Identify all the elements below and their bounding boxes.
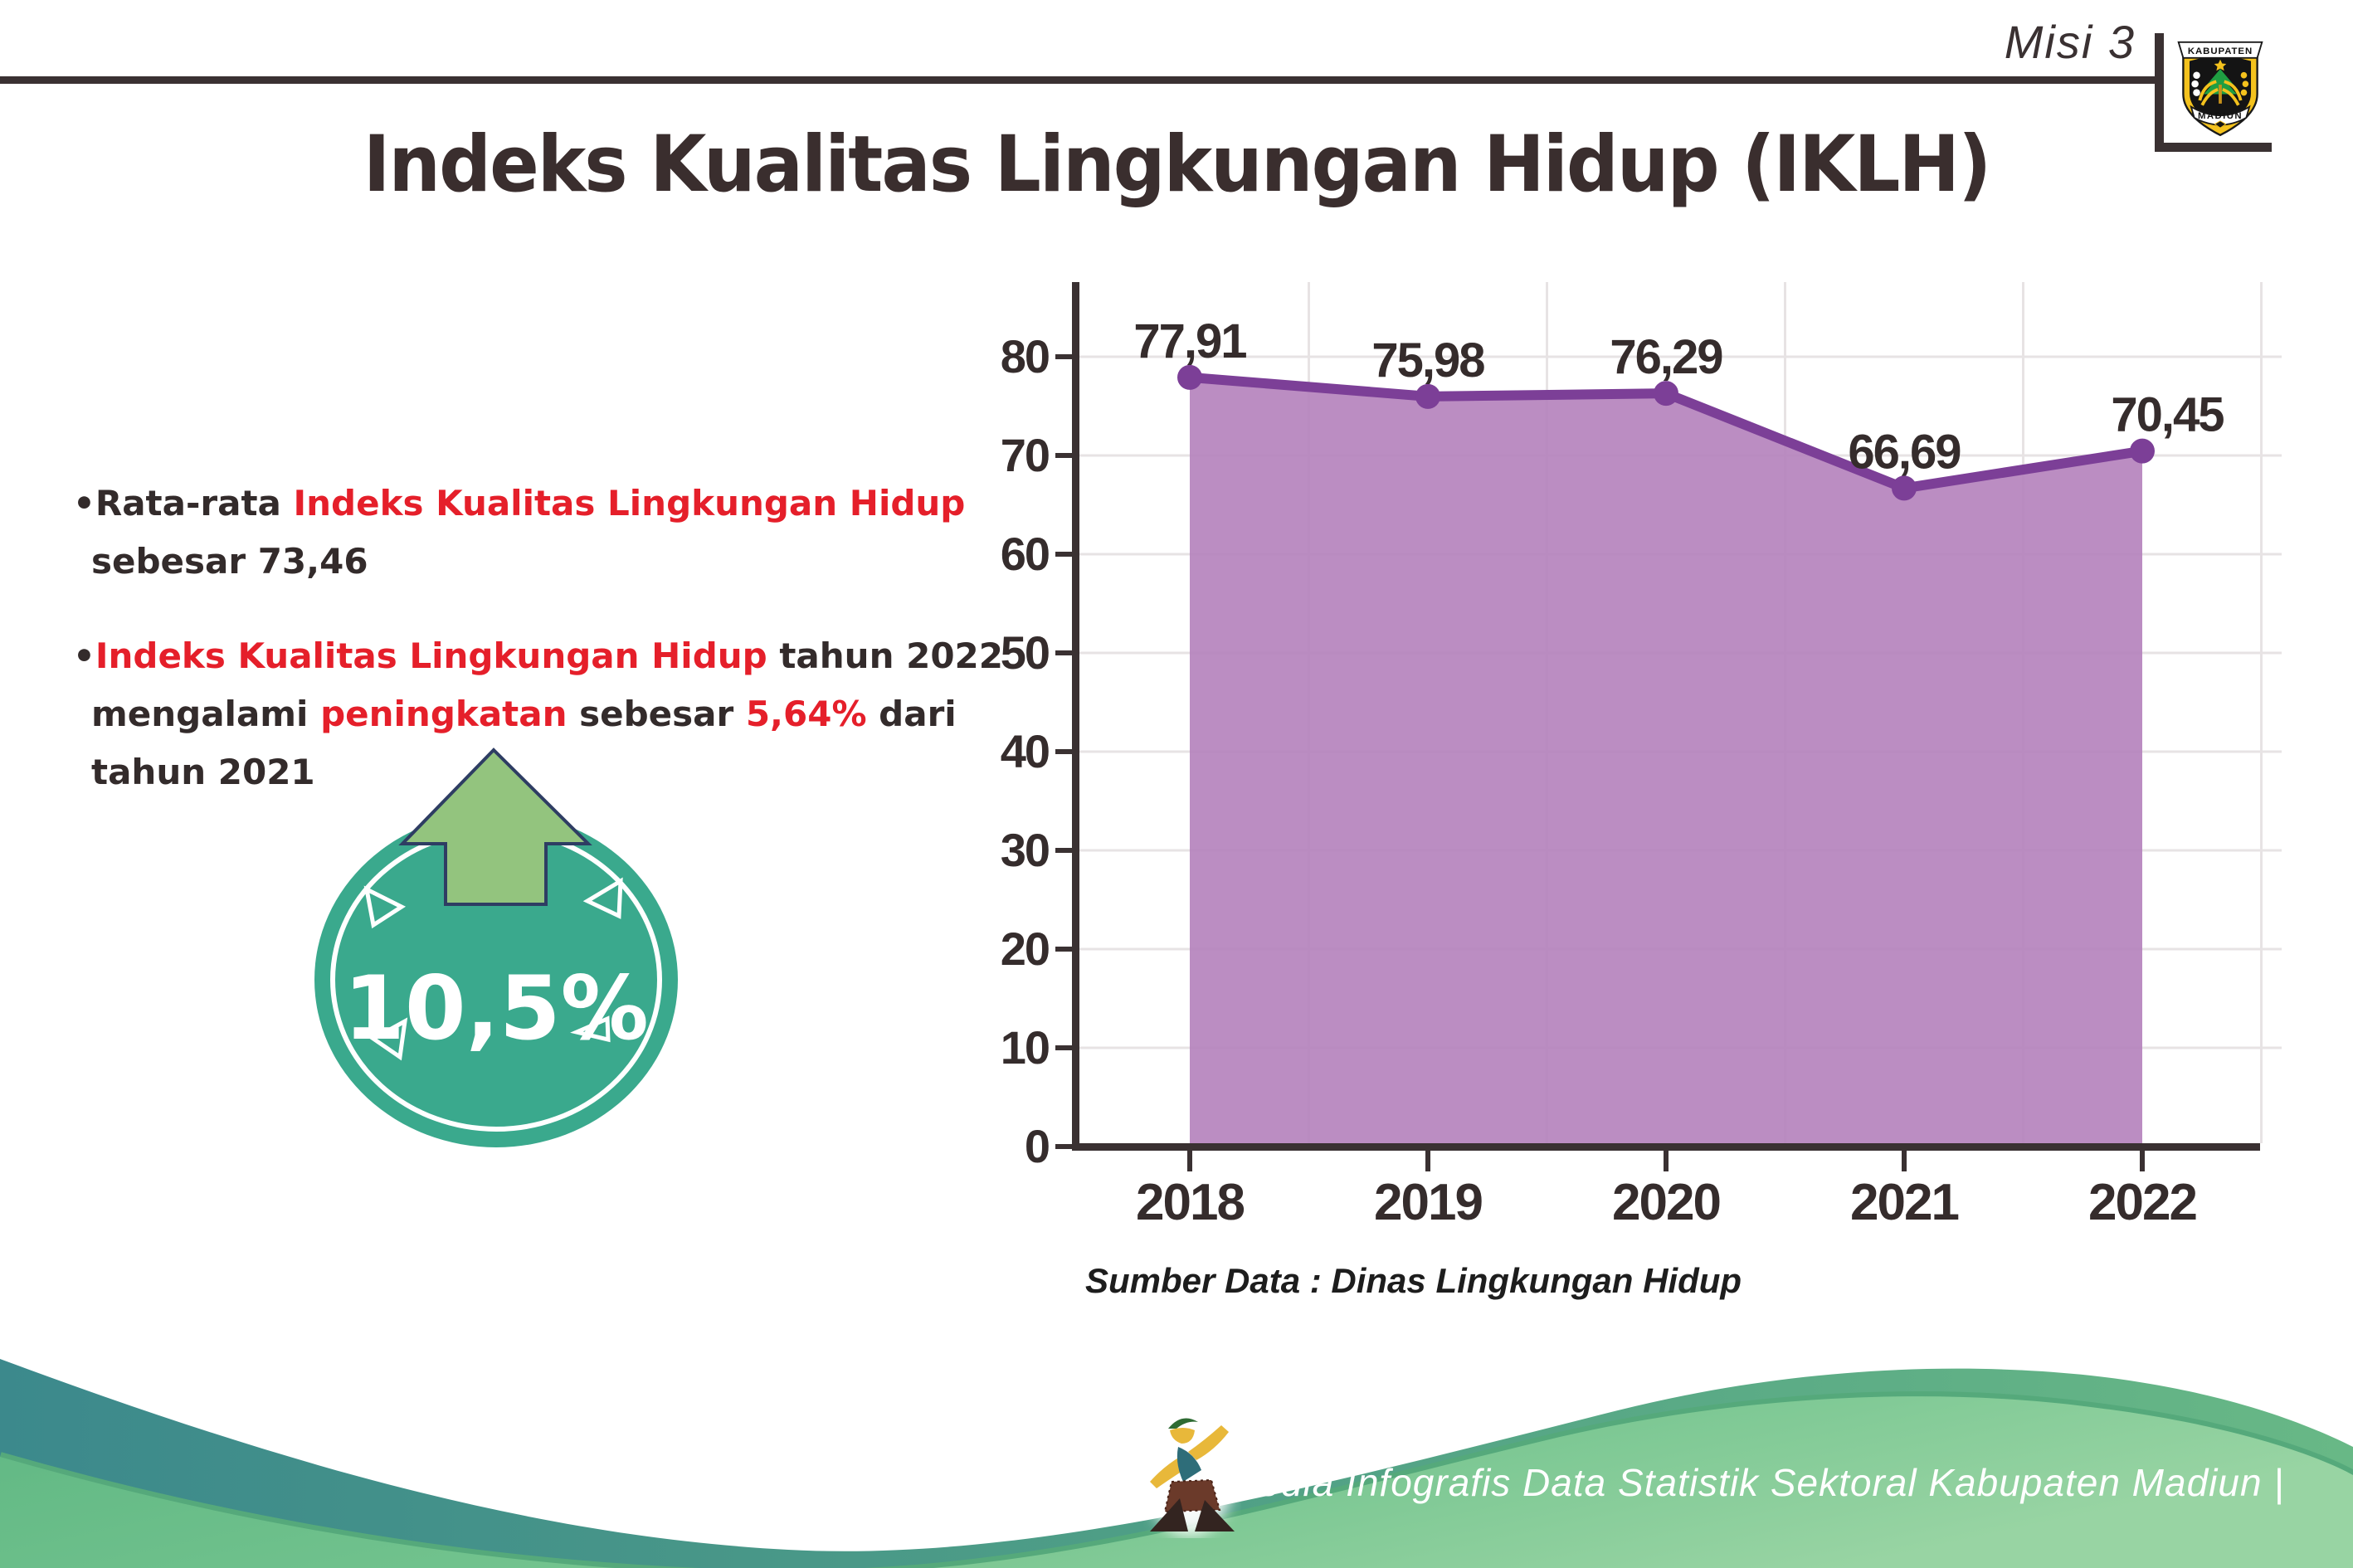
- iklh-area-chart: 0 10 20 30 40 50 60 70 80 2018 2019 2020 2021 2022 77,…: [1001, 282, 2282, 1300]
- page-title: Indeks Kualitas Lingkungan Hidup (IKLH): [363, 118, 1992, 210]
- dancer-mascot-icon: [1147, 1416, 1235, 1536]
- y-axis-label: 80: [1001, 330, 1049, 382]
- logo-frame-vertical: [2155, 33, 2164, 152]
- arrow-up-icon: [398, 747, 592, 906]
- footer-waves: [0, 1359, 2353, 1568]
- year-label: 2019: [1374, 1174, 1482, 1231]
- y-axis-label: 30: [1001, 824, 1049, 876]
- bullet-marker: •: [73, 483, 95, 523]
- bullet1-text-red: Indeks Kualitas Lingkungan Hidup: [293, 483, 966, 523]
- bullet-marker: •: [73, 635, 95, 676]
- value-label: 76,29: [1610, 330, 1722, 384]
- front-wave: [0, 1396, 2353, 1568]
- bullet1-text-dark: Rata-rata: [95, 483, 294, 523]
- year-label: 2020: [1612, 1174, 1720, 1231]
- value-label: 66,69: [1848, 425, 1961, 479]
- x-axis: [1072, 1143, 2260, 1151]
- kabupaten-madiun-logo-icon: KABUPATEN MADIUN: [2177, 41, 2263, 137]
- bullet2-red2: peningkatan: [320, 694, 568, 734]
- y-axis-label: 40: [1001, 725, 1049, 777]
- y-axis-label: 20: [1001, 923, 1049, 975]
- bullet2-dark2: mengalami: [91, 694, 321, 734]
- bullet2-dark1: tahun 2022: [767, 635, 1003, 676]
- badge-spark-icon: [363, 885, 407, 929]
- data-point: [2130, 438, 2155, 464]
- bullet2-dark4: dari: [866, 694, 957, 734]
- area-fill: [1190, 377, 2142, 1144]
- increase-badge: 10,5%: [314, 747, 678, 1147]
- y-axis-label: 70: [1001, 429, 1049, 481]
- year-label: 2018: [1136, 1174, 1244, 1231]
- badge-value: 10,5%: [343, 957, 649, 1059]
- y-axis-label: 0: [1025, 1120, 1049, 1172]
- value-label: 77,91: [1133, 314, 1246, 368]
- value-label: 70,45: [2111, 388, 2224, 442]
- data-point: [1415, 383, 1440, 409]
- badge-spark-icon: [570, 1015, 611, 1043]
- y-axis-label: 50: [1001, 626, 1049, 679]
- header-rule: [0, 76, 2156, 84]
- bullet2-red1: Indeks Kualitas Lingkungan Hidup: [95, 635, 767, 676]
- bullet1-line2: sebesar 73,46: [91, 541, 368, 582]
- key-points: •Rata-rata Indeks Kualitas Lingkungan Hi…: [73, 475, 1003, 838]
- y-axis: [1072, 282, 1079, 1151]
- data-point: [1654, 381, 1678, 407]
- logo-bottom-text: MADIUN: [2198, 111, 2243, 121]
- bullet2-dark3: sebesar: [567, 694, 746, 734]
- bullet2-red3: 5,64%: [745, 694, 867, 734]
- year-label: 2022: [2088, 1174, 2196, 1231]
- y-axis-label: 60: [1001, 528, 1049, 580]
- bullet-increase-iklh: •Indeks Kualitas Lingkungan Hidup tahun …: [73, 627, 1003, 801]
- chart-source: Sumber Data : Dinas Lingkungan Hidup: [1085, 1261, 1742, 1300]
- y-axis-label: 10: [1001, 1021, 1049, 1074]
- data-point: [1892, 475, 1917, 501]
- badge-spark-icon: [582, 877, 623, 919]
- logo-top-text: KABUPATEN: [2188, 46, 2253, 56]
- badge-circle: [314, 812, 678, 1147]
- bullet2-line3: tahun 2021: [91, 752, 315, 792]
- badge-spark-icon: [369, 1017, 408, 1061]
- year-label: 2021: [1850, 1174, 1958, 1231]
- logo-frame-horizontal: [2155, 143, 2272, 152]
- bullet-average-iklh: •Rata-rata Indeks Kualitas Lingkungan Hi…: [73, 475, 1002, 591]
- footer-caption: Media Infografis Data Statistik Sektoral…: [1226, 1461, 2285, 1504]
- value-label: 75,98: [1371, 334, 1484, 387]
- misi-label: Misi 3: [2004, 16, 2136, 68]
- data-point: [1177, 364, 1202, 390]
